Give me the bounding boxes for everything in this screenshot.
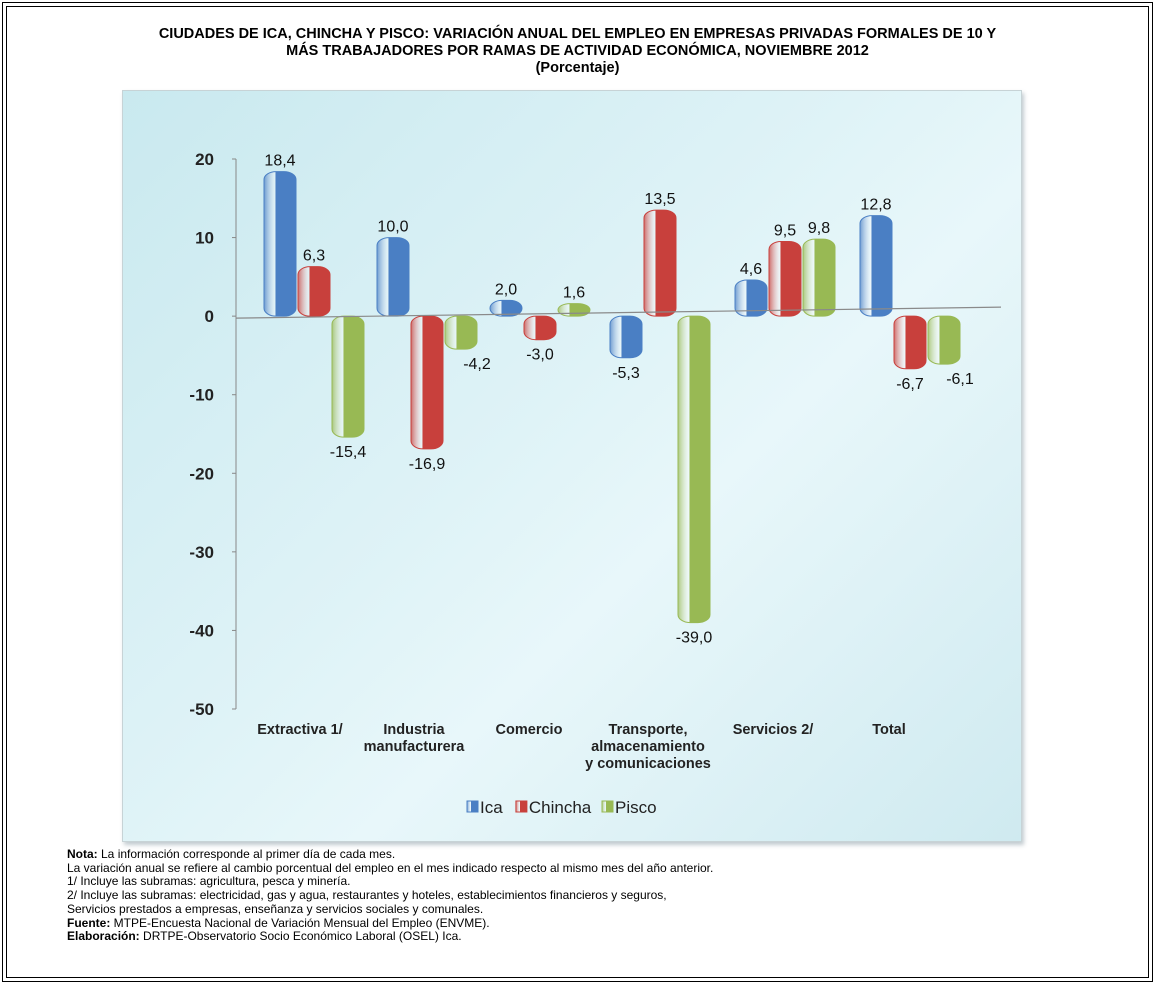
y-tick-label: -10: [189, 386, 214, 405]
fuente-label: Fuente:: [67, 915, 111, 930]
bar-ica-1: [263, 171, 297, 317]
zero-baseline: [235, 306, 1002, 319]
bar-ica-2: [376, 237, 410, 317]
y-tick-label: -30: [189, 543, 214, 562]
legend-swatch-chincha: [515, 800, 528, 813]
category-label: Total: [872, 722, 906, 738]
category-label: almacenamiento: [591, 739, 705, 755]
data-label-chincha-3: -3,0: [526, 347, 554, 364]
title-line-3: (Porcentaje): [535, 60, 620, 76]
chart-panel: 20 10 0 -10 -20 -30 -40 -50 18,4 10,0 2,0 -5,3 4,6 12…: [122, 90, 1022, 842]
title-line-2: MÁS TRABAJADORES POR RAMAS DE ACTIVIDAD …: [286, 43, 869, 59]
nota-text: La información corresponde al primer día…: [97, 847, 396, 861]
fuente-text: MTPE-Encuesta Nacional de Variación Mens…: [110, 915, 490, 930]
data-label-chincha-6: -6,7: [896, 376, 924, 393]
bar-chincha-1: [297, 266, 331, 317]
note-line-4: 2/ Incluye las subramas: electricidad, g…: [67, 888, 667, 903]
data-label-ica-5: 4,6: [740, 261, 762, 278]
y-tick-label: -40: [189, 621, 214, 640]
legend-label-ica: Ica: [480, 798, 503, 817]
bar-chincha-3: [523, 315, 557, 341]
y-tick-label: 0: [205, 307, 214, 326]
title-line-1: CIUDADES DE ICA, CHINCHA Y PISCO: VARIAC…: [158, 26, 997, 42]
category-label: Industria: [383, 722, 445, 738]
bar-chincha-6: [893, 315, 927, 370]
data-label-ica-1: 18,4: [264, 153, 295, 170]
bar-pisco-2: [444, 315, 478, 350]
bar-chincha-4: [643, 209, 677, 317]
legend-label-chincha: Chincha: [529, 798, 592, 817]
data-label-ica-6: 12,8: [860, 197, 891, 214]
bar-ica-3: [489, 299, 523, 317]
note-line-1: Nota: La información corresponde al prim…: [67, 847, 713, 862]
note-line-6: Fuente: MTPE-Encuesta Nacional de Variac…: [67, 915, 713, 931]
bar-chart: 20 10 0 -10 -20 -30 -40 -50 18,4 10,0 2,0 -5,3 4,6 12…: [189, 150, 1002, 817]
bar-pisco-3: [557, 303, 591, 317]
y-tick-label: -20: [189, 464, 214, 483]
category-label: Servicios 2/: [733, 722, 814, 738]
data-label-chincha-2: -16,9: [409, 456, 446, 473]
elaboracion-text: DRTPE-Observatorio Socio Económico Labor…: [139, 929, 462, 944]
inner-border: [6, 6, 1149, 978]
note-line-5: Servicios prestados a empresas, enseñanz…: [67, 901, 484, 916]
y-tick-label: -50: [189, 700, 214, 719]
note-line-2: La variación anual se refiere al cambio …: [67, 860, 714, 875]
bar-pisco-1: [331, 315, 365, 438]
data-label-ica-4: -5,3: [612, 365, 640, 382]
legend-swatch-ica: [466, 800, 479, 813]
data-label-pisco-2: -4,2: [463, 356, 491, 373]
bar-chincha-2: [410, 315, 444, 450]
data-label-ica-3: 2,0: [495, 281, 517, 298]
legend-swatch-pisco: [601, 800, 614, 813]
category-label: Comercio: [496, 722, 563, 738]
legend-label-pisco: Pisco: [615, 798, 657, 817]
data-label-pisco-6: -6,1: [946, 371, 974, 388]
y-tick-label: 20: [195, 150, 214, 169]
elaboracion-label: Elaboración:: [67, 929, 140, 944]
data-label-chincha-1: 6,3: [303, 248, 325, 265]
data-label-pisco-1: -15,4: [330, 444, 367, 461]
data-label-pisco-3: 1,6: [563, 285, 585, 302]
category-label: y comunicaciones: [585, 756, 711, 772]
notes: Nota: La información corresponde al prim…: [67, 847, 714, 944]
category-label: Transporte,: [609, 722, 688, 738]
category-label: Extractiva 1/: [257, 722, 342, 738]
data-label-chincha-4: 13,5: [644, 191, 675, 208]
nota-label: Nota:: [67, 847, 98, 861]
data-label-ica-2: 10,0: [377, 219, 408, 236]
bar-ica-5: [734, 279, 768, 317]
note-line-7: Elaboración: DRTPE-Observatorio Socio Ec…: [67, 929, 713, 944]
y-tick-label: 10: [195, 229, 214, 248]
bar-ica-4: [609, 315, 643, 359]
category-label: manufacturera: [364, 739, 466, 755]
bar-pisco-4: [677, 315, 711, 624]
bar-pisco-6: [927, 315, 961, 365]
chart-title: CIUDADES DE ICA, CHINCHA Y PISCO: VARIAC…: [20, 26, 1135, 77]
data-label-chincha-5: 9,5: [774, 223, 796, 240]
data-label-pisco-4: -39,0: [676, 630, 713, 647]
note-line-3: 1/ Incluye las subramas: agricultura, pe…: [67, 874, 351, 889]
data-label-pisco-5: 9,8: [808, 220, 830, 237]
bar-ica-6: [859, 215, 893, 317]
bar-chincha-5: [768, 241, 802, 317]
bar-pisco-5: [802, 238, 836, 317]
